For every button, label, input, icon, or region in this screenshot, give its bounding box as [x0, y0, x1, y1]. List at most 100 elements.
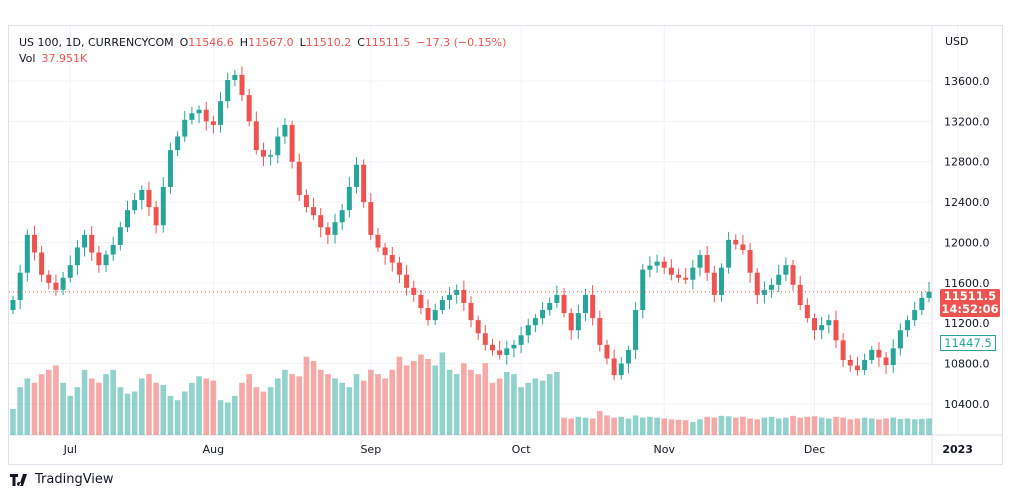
price-tick-label: 12400.0 [944, 196, 990, 209]
candle-body [568, 313, 574, 331]
candle-body [804, 304, 810, 319]
candle-body [654, 261, 660, 266]
last-price: 11511.5 [943, 289, 997, 303]
ohlc-legend: US 100, 1D, CURRENCYCOM O11546.6 H11567.0 L… [19, 35, 512, 67]
volume-bar [919, 418, 925, 435]
symbol-title[interactable]: US 100, 1D, CURRENCYCOM [19, 36, 174, 49]
candle-body [246, 95, 252, 122]
volume-bar [482, 363, 489, 435]
change-value: −17.3 (−0.15%) [416, 36, 507, 49]
candle-body [561, 294, 567, 314]
candle-body [604, 344, 610, 359]
candle-body [554, 294, 560, 303]
candle-body [82, 234, 88, 248]
volume-bar [274, 378, 281, 435]
candle-body [504, 348, 510, 355]
volume-bar [690, 421, 696, 435]
tradingview-logo[interactable]: TradingView [10, 472, 114, 487]
candle-body [532, 318, 538, 326]
volume-bar [511, 374, 517, 435]
candle-body [296, 161, 302, 196]
volume-bar [289, 374, 295, 435]
candle-body [432, 310, 438, 321]
candle-body [840, 340, 846, 360]
volume-bar [232, 395, 238, 435]
volume-bar [747, 418, 753, 435]
volume-bar [647, 416, 653, 435]
candle-body [575, 313, 581, 331]
time-tick-label: Sep [360, 443, 381, 456]
volume-bar [826, 418, 832, 435]
volume-bar [618, 416, 625, 435]
candle-body [89, 234, 95, 253]
candle-body [218, 101, 224, 125]
tradingview-logo-icon [10, 473, 27, 486]
high-value: 11567.0 [248, 36, 294, 49]
volume-bar [682, 420, 689, 435]
low-value: 11510.2 [305, 36, 352, 49]
volume-bar [754, 419, 761, 435]
candle-body [325, 227, 331, 235]
volume-bar [668, 419, 675, 435]
candle-body [361, 164, 367, 203]
volume-bar [260, 391, 267, 435]
candle-body [368, 202, 374, 235]
candle-body [103, 254, 109, 266]
candle-body [489, 344, 495, 351]
candle-body [647, 265, 653, 270]
candle-body [497, 350, 503, 355]
volume-bar [468, 369, 474, 435]
volume-bar [253, 387, 260, 435]
candle-body [210, 121, 216, 125]
candle-body [167, 150, 173, 187]
volume-bar [847, 419, 854, 435]
volume-bar [911, 419, 918, 435]
candle-body [418, 294, 424, 309]
volume-bar [24, 378, 31, 435]
candle-body [704, 255, 710, 273]
volume-bar [74, 387, 81, 435]
candle-body [239, 74, 245, 96]
volume-bar [296, 376, 303, 435]
candle-body [668, 267, 674, 275]
candle-body [747, 250, 753, 273]
volume-bar [368, 369, 374, 435]
price-tick-label: 12000.0 [944, 236, 990, 249]
candle-body [275, 136, 281, 156]
price-tick-label: 11600.0 [944, 277, 990, 290]
candle-body [225, 79, 231, 102]
volume-bar [811, 416, 818, 435]
volume-bar [45, 369, 52, 435]
candle-body [375, 234, 381, 248]
candle-body [382, 247, 388, 256]
candle-body [754, 272, 760, 295]
volume-value: 37.951K [41, 52, 88, 65]
brand-name: TradingView [35, 472, 114, 487]
volume-bar [439, 352, 446, 435]
volume-bar [833, 416, 839, 435]
volume-bar [797, 417, 803, 435]
volume-bar [17, 387, 23, 435]
volume-bar [732, 417, 739, 435]
candle-body [318, 215, 324, 228]
volume-bar [604, 415, 610, 435]
candle-body [854, 365, 860, 371]
volume-bar [582, 417, 589, 435]
volume-bar [81, 369, 88, 435]
candle-body [776, 274, 782, 285]
volume-bar [883, 418, 889, 435]
candle-body [640, 269, 646, 311]
candle-body [475, 320, 481, 334]
currency-label[interactable]: USD [945, 35, 969, 48]
candle-body [268, 155, 274, 157]
volume-bar [310, 361, 317, 435]
candle-body [761, 289, 767, 295]
volume-bar [203, 378, 210, 435]
candle-body [518, 335, 524, 345]
candle-body [182, 119, 188, 137]
candle-body [46, 274, 52, 283]
candle-body [611, 358, 617, 376]
candle-body [153, 207, 159, 226]
volume-bar [554, 371, 560, 435]
